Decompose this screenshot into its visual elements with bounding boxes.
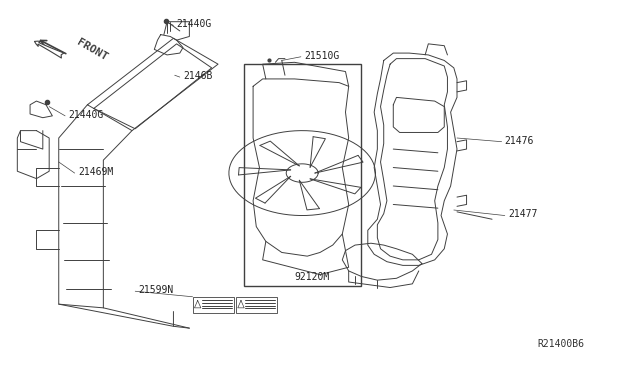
Text: 21440G: 21440G xyxy=(68,110,104,120)
Bar xyxy=(236,297,277,313)
Text: 21476: 21476 xyxy=(505,135,534,145)
Bar xyxy=(193,297,234,313)
Text: FRONT: FRONT xyxy=(75,37,109,62)
Text: 21469M: 21469M xyxy=(78,167,113,177)
Text: R21400B6: R21400B6 xyxy=(538,339,584,349)
Text: 21477: 21477 xyxy=(508,209,538,219)
Text: 21440G: 21440G xyxy=(177,19,212,29)
Text: 92120M: 92120M xyxy=(294,272,330,282)
Bar xyxy=(244,64,362,286)
Text: 21510G: 21510G xyxy=(304,51,339,61)
Text: 21599N: 21599N xyxy=(138,285,173,295)
Text: 2146B: 2146B xyxy=(183,71,212,81)
